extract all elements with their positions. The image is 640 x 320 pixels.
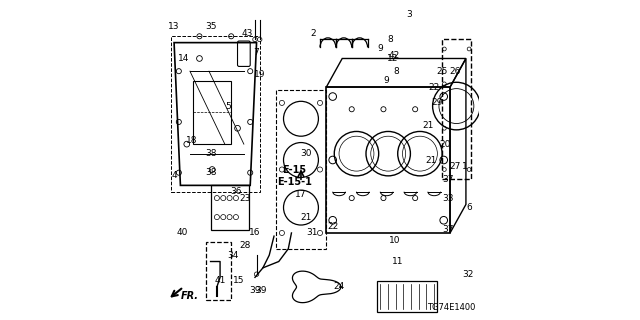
Text: 29: 29 — [432, 99, 443, 108]
Text: 5: 5 — [225, 101, 231, 111]
Text: 21: 21 — [422, 121, 433, 130]
Text: 2: 2 — [311, 28, 316, 38]
Text: 43: 43 — [241, 28, 253, 38]
Text: 22: 22 — [327, 222, 339, 231]
Text: 16: 16 — [249, 228, 260, 237]
Text: 12: 12 — [387, 54, 399, 63]
Text: 42: 42 — [389, 51, 400, 60]
Text: E-15
E-15-1: E-15 E-15-1 — [277, 165, 312, 187]
Text: 28: 28 — [240, 241, 251, 250]
Text: FR.: FR. — [180, 292, 198, 301]
Text: 3: 3 — [406, 10, 412, 19]
Text: 31: 31 — [307, 228, 318, 237]
Text: 4: 4 — [172, 172, 177, 180]
Text: 14: 14 — [178, 54, 189, 63]
Text: 40: 40 — [177, 228, 188, 237]
Text: 30: 30 — [300, 149, 312, 158]
Text: 41: 41 — [214, 276, 226, 285]
Text: 9: 9 — [378, 44, 383, 53]
Text: 1: 1 — [461, 162, 467, 171]
Text: 20: 20 — [440, 140, 451, 148]
Text: 23: 23 — [240, 194, 251, 203]
Text: 22: 22 — [429, 83, 440, 92]
Text: 9: 9 — [384, 76, 390, 85]
Text: 13: 13 — [168, 22, 180, 31]
Text: 6: 6 — [466, 203, 472, 212]
Text: 26: 26 — [449, 67, 461, 76]
Text: 38: 38 — [205, 149, 216, 158]
Text: 21: 21 — [426, 156, 436, 164]
Text: 8: 8 — [393, 67, 399, 76]
Text: 32: 32 — [462, 270, 473, 279]
Text: 25: 25 — [436, 67, 448, 76]
Text: 37: 37 — [443, 174, 454, 184]
Text: 38: 38 — [205, 168, 216, 177]
Text: 39: 39 — [249, 285, 260, 295]
Text: 27: 27 — [449, 162, 461, 171]
Text: 34: 34 — [227, 251, 239, 260]
Text: 11: 11 — [392, 257, 403, 266]
Text: 37: 37 — [443, 225, 454, 234]
Text: 8: 8 — [387, 35, 393, 44]
Text: 33: 33 — [443, 194, 454, 203]
Text: 10: 10 — [388, 236, 400, 245]
Text: 39: 39 — [255, 285, 267, 295]
Text: 17: 17 — [295, 190, 307, 199]
Text: 21: 21 — [300, 212, 312, 222]
Text: 19: 19 — [254, 70, 266, 79]
Text: 35: 35 — [205, 22, 216, 31]
Text: 7: 7 — [253, 48, 259, 57]
Text: 15: 15 — [234, 276, 245, 285]
Text: 36: 36 — [230, 187, 242, 196]
Text: 24: 24 — [333, 282, 345, 292]
Text: 18: 18 — [186, 136, 197, 146]
Text: TG74E1400: TG74E1400 — [427, 303, 476, 312]
